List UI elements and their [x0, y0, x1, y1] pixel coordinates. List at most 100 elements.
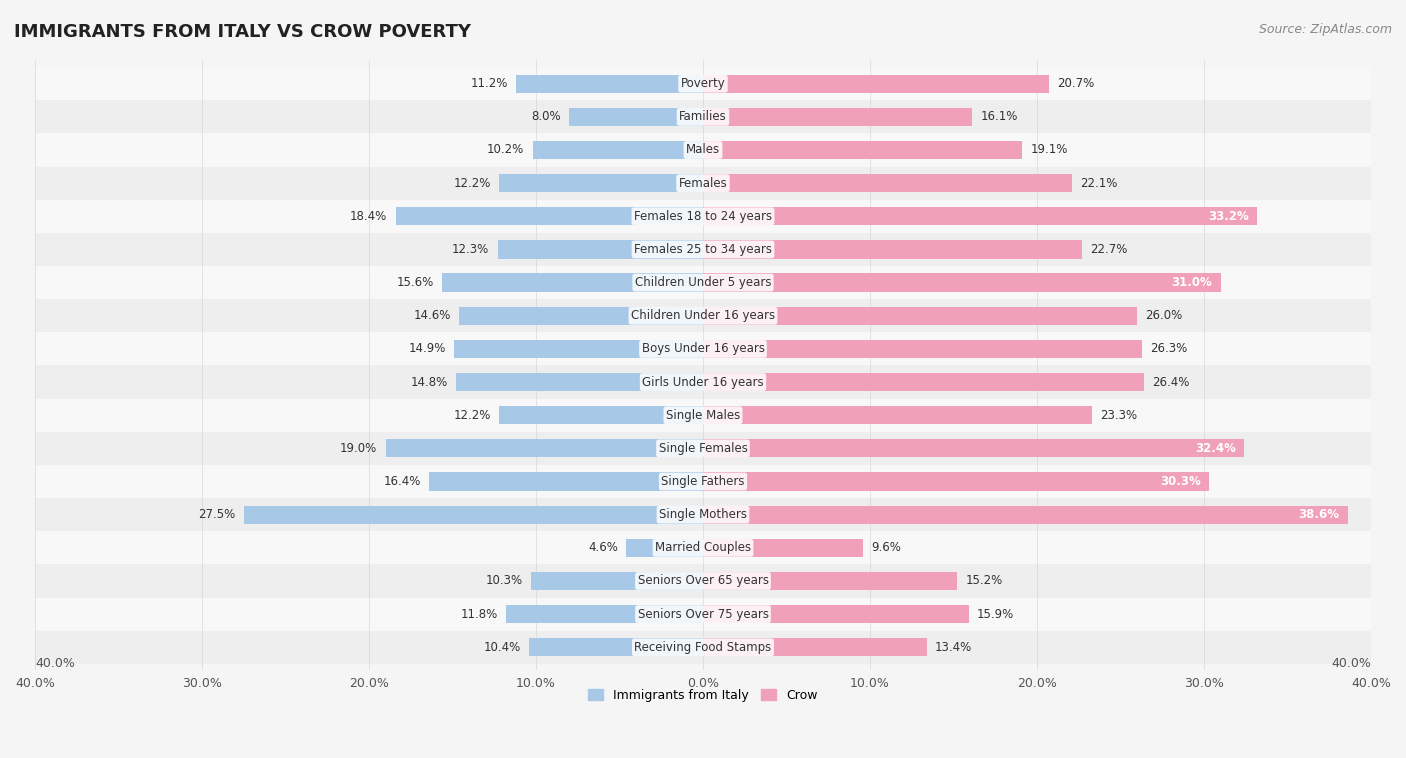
Text: 19.1%: 19.1% [1031, 143, 1067, 156]
Text: 4.6%: 4.6% [588, 541, 617, 554]
Bar [385, 439, 703, 458]
Text: Females 25 to 34 years: Females 25 to 34 years [634, 243, 772, 256]
Legend: Immigrants from Italy, Crow: Immigrants from Italy, Crow [583, 684, 823, 707]
Bar [703, 274, 1220, 292]
Text: 10.2%: 10.2% [486, 143, 524, 156]
Text: Single Fathers: Single Fathers [661, 475, 745, 488]
Bar [35, 565, 1371, 597]
Bar [703, 307, 1137, 325]
Bar [429, 472, 703, 490]
Text: 22.1%: 22.1% [1080, 177, 1118, 190]
Bar [35, 100, 1371, 133]
Bar [395, 207, 703, 225]
Text: 30.3%: 30.3% [1160, 475, 1201, 488]
Text: Females 18 to 24 years: Females 18 to 24 years [634, 210, 772, 223]
Text: 23.3%: 23.3% [1101, 409, 1137, 421]
Text: Males: Males [686, 143, 720, 156]
Text: 40.0%: 40.0% [1331, 657, 1371, 670]
Bar [703, 340, 1142, 358]
Bar [703, 174, 1073, 193]
Text: 26.4%: 26.4% [1153, 375, 1189, 389]
Text: 27.5%: 27.5% [198, 508, 235, 522]
Bar [35, 365, 1371, 399]
Text: Single Males: Single Males [666, 409, 740, 421]
Text: 15.9%: 15.9% [977, 608, 1014, 621]
Bar [529, 638, 703, 656]
Text: Seniors Over 65 years: Seniors Over 65 years [637, 575, 769, 587]
Text: 26.0%: 26.0% [1146, 309, 1182, 322]
Text: 10.3%: 10.3% [485, 575, 523, 587]
Bar [703, 472, 1209, 490]
Bar [499, 406, 703, 424]
Bar [35, 399, 1371, 432]
Bar [35, 233, 1371, 266]
Bar [703, 207, 1257, 225]
Text: 18.4%: 18.4% [350, 210, 387, 223]
Bar [243, 506, 703, 524]
Text: Single Mothers: Single Mothers [659, 508, 747, 522]
Text: 14.8%: 14.8% [411, 375, 447, 389]
Text: 32.4%: 32.4% [1195, 442, 1236, 455]
Bar [443, 274, 703, 292]
Text: 22.7%: 22.7% [1091, 243, 1128, 256]
Text: 33.2%: 33.2% [1208, 210, 1249, 223]
Text: 8.0%: 8.0% [531, 111, 561, 124]
Bar [35, 266, 1371, 299]
Bar [703, 373, 1144, 391]
Text: 26.3%: 26.3% [1150, 343, 1188, 356]
Bar [516, 74, 703, 92]
Text: 12.2%: 12.2% [454, 177, 491, 190]
Text: Seniors Over 75 years: Seniors Over 75 years [637, 608, 769, 621]
Text: 14.6%: 14.6% [413, 309, 451, 322]
Bar [626, 539, 703, 557]
Bar [506, 605, 703, 623]
Bar [454, 340, 703, 358]
Bar [531, 572, 703, 590]
Bar [703, 572, 957, 590]
Bar [35, 332, 1371, 365]
Bar [533, 141, 703, 159]
Bar [460, 307, 703, 325]
Text: Boys Under 16 years: Boys Under 16 years [641, 343, 765, 356]
Bar [35, 631, 1371, 664]
Text: Poverty: Poverty [681, 77, 725, 90]
Text: Receiving Food Stamps: Receiving Food Stamps [634, 641, 772, 654]
Text: 11.2%: 11.2% [470, 77, 508, 90]
Text: 19.0%: 19.0% [340, 442, 377, 455]
Text: Married Couples: Married Couples [655, 541, 751, 554]
Bar [35, 465, 1371, 498]
Bar [35, 498, 1371, 531]
Bar [703, 638, 927, 656]
Text: 31.0%: 31.0% [1171, 276, 1212, 289]
Bar [456, 373, 703, 391]
Text: Females: Females [679, 177, 727, 190]
Text: IMMIGRANTS FROM ITALY VS CROW POVERTY: IMMIGRANTS FROM ITALY VS CROW POVERTY [14, 23, 471, 41]
Bar [35, 531, 1371, 565]
Text: Single Females: Single Females [658, 442, 748, 455]
Bar [35, 432, 1371, 465]
Bar [35, 597, 1371, 631]
Bar [35, 133, 1371, 167]
Bar [569, 108, 703, 126]
Text: Source: ZipAtlas.com: Source: ZipAtlas.com [1258, 23, 1392, 36]
Text: 38.6%: 38.6% [1298, 508, 1340, 522]
Text: 12.3%: 12.3% [451, 243, 489, 256]
Bar [703, 506, 1348, 524]
Text: 16.4%: 16.4% [384, 475, 420, 488]
Text: 9.6%: 9.6% [872, 541, 901, 554]
Text: 16.1%: 16.1% [980, 111, 1018, 124]
Bar [703, 439, 1244, 458]
Bar [703, 406, 1092, 424]
Bar [498, 240, 703, 258]
Bar [703, 605, 969, 623]
Text: 13.4%: 13.4% [935, 641, 973, 654]
Text: 14.9%: 14.9% [408, 343, 446, 356]
Text: 12.2%: 12.2% [454, 409, 491, 421]
Text: Children Under 16 years: Children Under 16 years [631, 309, 775, 322]
Text: 10.4%: 10.4% [484, 641, 522, 654]
Bar [35, 199, 1371, 233]
Text: Children Under 5 years: Children Under 5 years [634, 276, 772, 289]
Text: Girls Under 16 years: Girls Under 16 years [643, 375, 763, 389]
Bar [35, 167, 1371, 199]
Text: 11.8%: 11.8% [460, 608, 498, 621]
